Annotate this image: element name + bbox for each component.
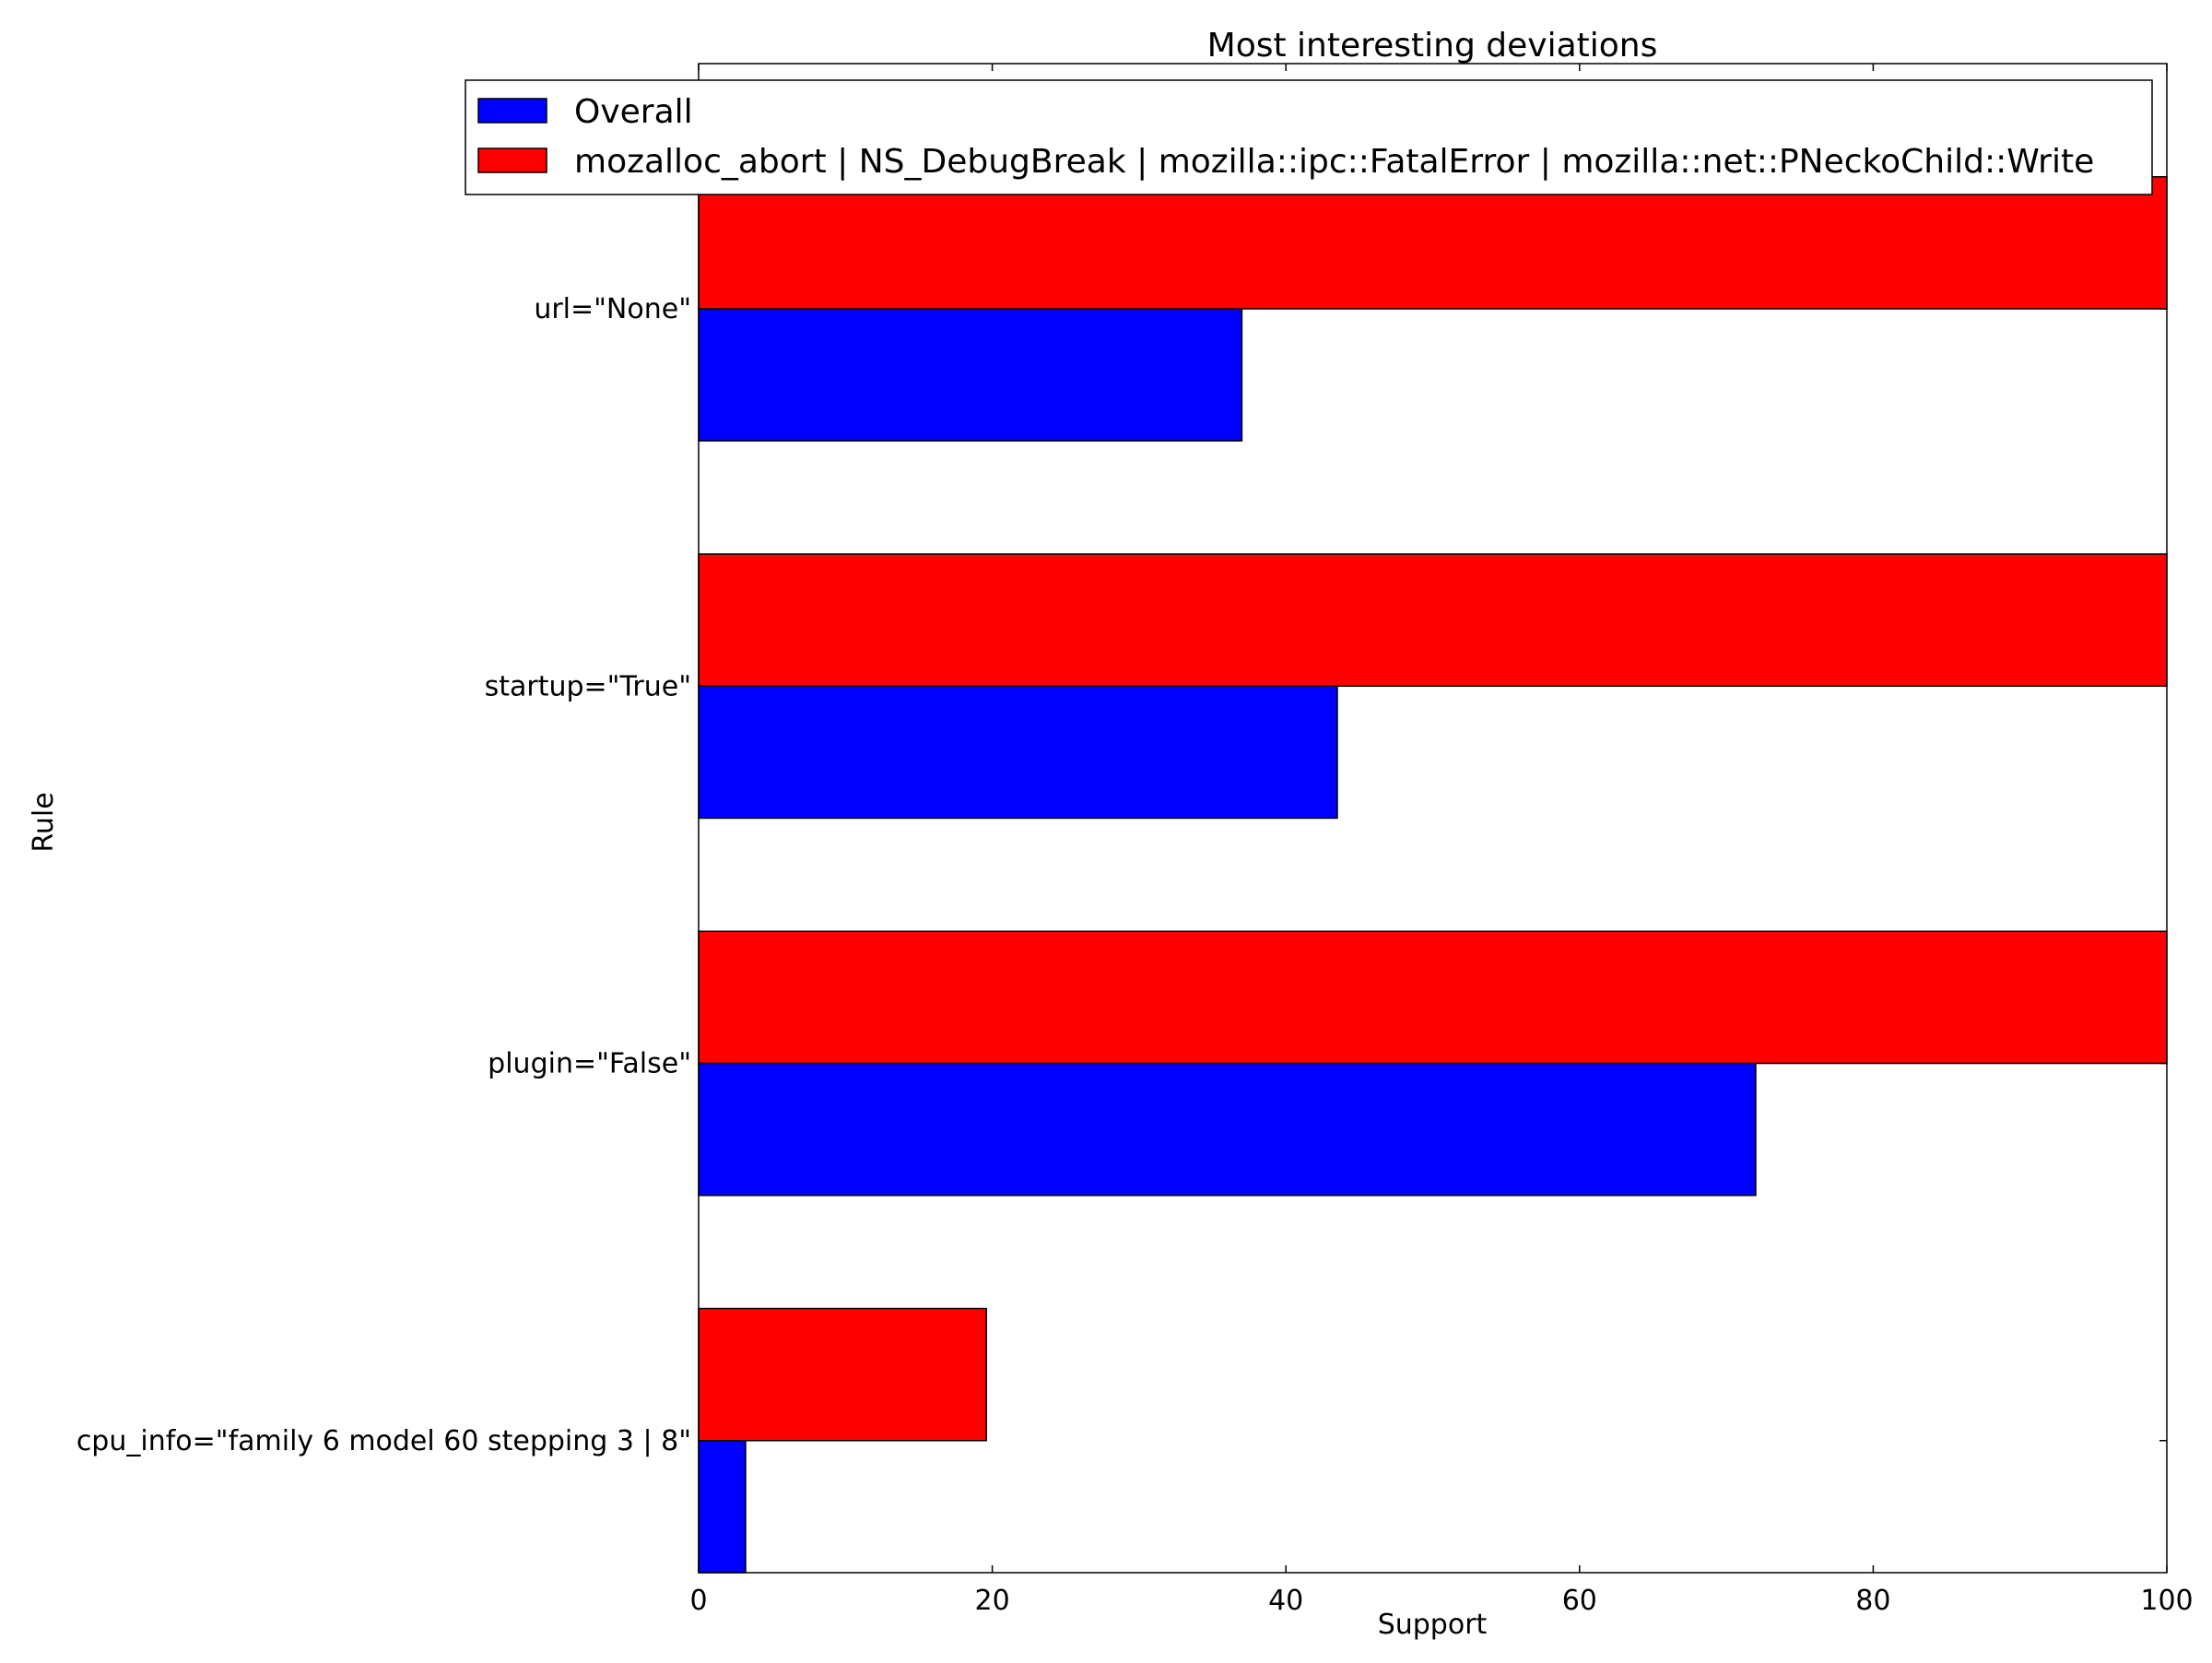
bar-signature-3 <box>698 1307 987 1442</box>
x-axis-label: Support <box>1378 1609 1488 1641</box>
x-tick-label: 100 <box>2140 1585 2193 1617</box>
chart-title: Most interesting deviations <box>1207 27 1658 65</box>
bar-signature-1 <box>698 553 2168 688</box>
x-tick-label: 40 <box>1268 1585 1303 1617</box>
y-tick-label: url="None" <box>534 293 691 325</box>
x-tick-label: 0 <box>689 1585 707 1617</box>
x-tick-label: 80 <box>1855 1585 1890 1617</box>
legend-label-overall: Overall <box>574 93 693 131</box>
bar-overall-1 <box>698 685 1338 820</box>
bar-overall-2 <box>698 1062 1757 1197</box>
bar-signature-2 <box>698 930 2168 1065</box>
y-tick-label: plugin="False" <box>488 1048 691 1080</box>
legend-box <box>465 79 2153 195</box>
bar-signature-0 <box>698 176 2168 310</box>
legend-swatch-signature <box>477 147 547 173</box>
y-tick-label: startup="True" <box>485 670 691 702</box>
plot-frame <box>698 63 2168 1574</box>
legend-label-signature: mozalloc_abort | NS_DebugBreak | mozilla… <box>574 143 2094 181</box>
y-axis-label: Rule <box>28 792 60 852</box>
x-tick-label: 60 <box>1562 1585 1597 1617</box>
y-tick-label: cpu_info="family 6 model 60 stepping 3 |… <box>76 1425 691 1457</box>
bar-overall-0 <box>698 308 1243 442</box>
legend-swatch-overall <box>477 98 547 124</box>
bar-overall-3 <box>698 1440 747 1574</box>
x-tick-label: 20 <box>975 1585 1010 1617</box>
